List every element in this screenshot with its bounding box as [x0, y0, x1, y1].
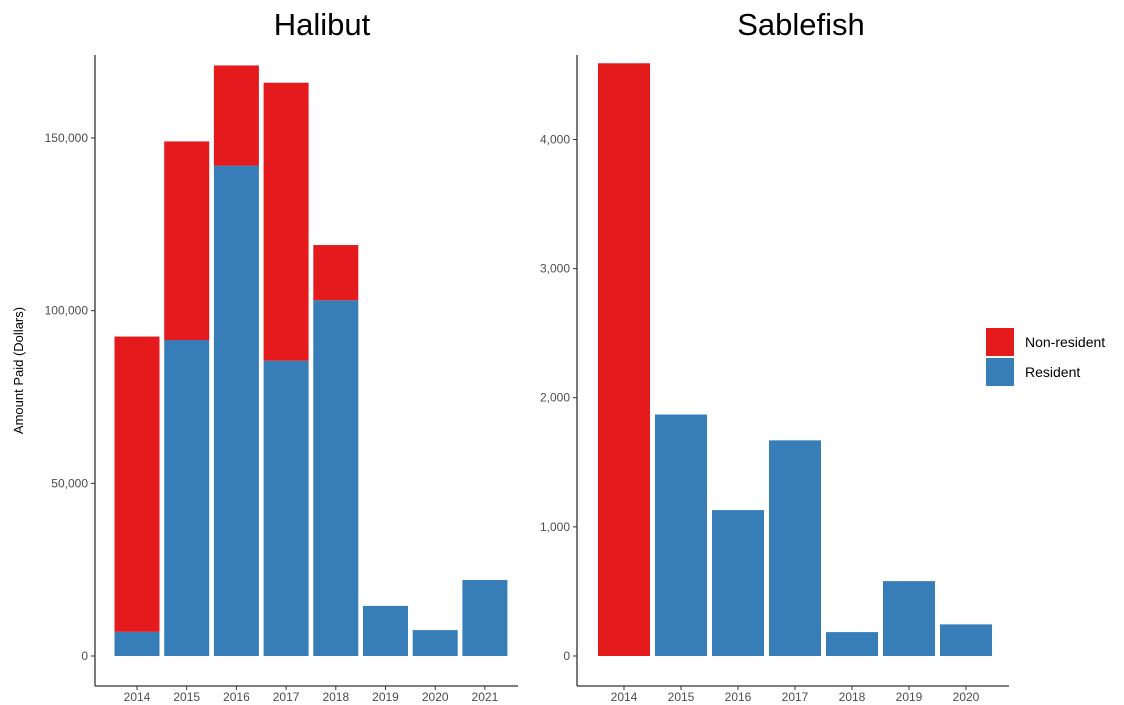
bar-non-resident-2014: [598, 63, 650, 656]
y-tick-label: 50,000: [51, 476, 88, 490]
bar-non-resident-2017: [263, 82, 309, 361]
x-tick-label: 2019: [896, 690, 923, 704]
x-tick-label: 2018: [322, 690, 349, 704]
legend-swatch: [986, 358, 1014, 386]
y-tick-label: 0: [563, 649, 570, 663]
y-tick-label: 1,000: [540, 520, 570, 534]
x-tick-label: 2015: [173, 690, 200, 704]
bar-non-resident-2018: [313, 245, 359, 301]
x-tick-label: 2020: [422, 690, 449, 704]
legend-swatch: [986, 328, 1014, 356]
legend-label: Resident: [1025, 364, 1080, 380]
y-tick-label: 2,000: [540, 391, 570, 405]
bar-resident-2015: [655, 414, 707, 656]
bar-resident-2015: [164, 340, 210, 656]
y-tick-label: 3,000: [540, 262, 570, 276]
chart-title: Halibut: [274, 7, 371, 42]
x-tick-label: 2016: [223, 690, 250, 704]
bar-resident-2017: [263, 360, 309, 656]
x-tick-label: 2021: [472, 690, 499, 704]
chart-title: Sablefish: [737, 7, 865, 42]
bar-non-resident-2015: [164, 141, 210, 341]
y-tick-label: 4,000: [540, 132, 570, 146]
x-tick-label: 2016: [725, 690, 752, 704]
bar-resident-2019: [363, 605, 408, 656]
bar-resident-2018: [826, 632, 878, 656]
y-tick-label: 150,000: [45, 131, 89, 145]
x-tick-label: 2014: [124, 690, 151, 704]
bar-resident-2017: [769, 440, 821, 656]
bar-resident-2021: [462, 580, 508, 656]
x-tick-label: 2018: [839, 690, 866, 704]
x-tick-label: 2017: [782, 690, 809, 704]
x-tick-label: 2014: [611, 690, 638, 704]
y-tick-label: 0: [81, 649, 88, 663]
halibut-panel: Halibut 0 50,000 100,000 150,000 Amount Paid …: [11, 7, 518, 704]
bar-resident-2014: [114, 631, 160, 656]
y-tick-label: 100,000: [45, 304, 89, 318]
legend: Non-resident Resident: [986, 328, 1105, 386]
x-tick-label: 2020: [953, 690, 980, 704]
x-tick-label: 2015: [668, 690, 695, 704]
bar-resident-2020: [412, 630, 458, 656]
bar-non-resident-2014: [114, 336, 160, 632]
x-tick-label: 2017: [273, 690, 300, 704]
bar-resident-2016: [213, 165, 259, 656]
sablefish-panel: Sablefish 0 1,000 2,000 3,000 4,000 2014 2015 20…: [540, 7, 1009, 704]
bar-non-resident-2016: [213, 65, 259, 166]
y-axis-title: Amount Paid (Dollars): [11, 307, 26, 434]
bar-resident-2020: [940, 624, 992, 656]
bar-resident-2019: [883, 581, 935, 656]
bar-resident-2016: [712, 510, 764, 656]
legend-label: Non-resident: [1025, 334, 1105, 350]
x-tick-label: 2019: [372, 690, 399, 704]
bar-resident-2018: [313, 300, 359, 656]
